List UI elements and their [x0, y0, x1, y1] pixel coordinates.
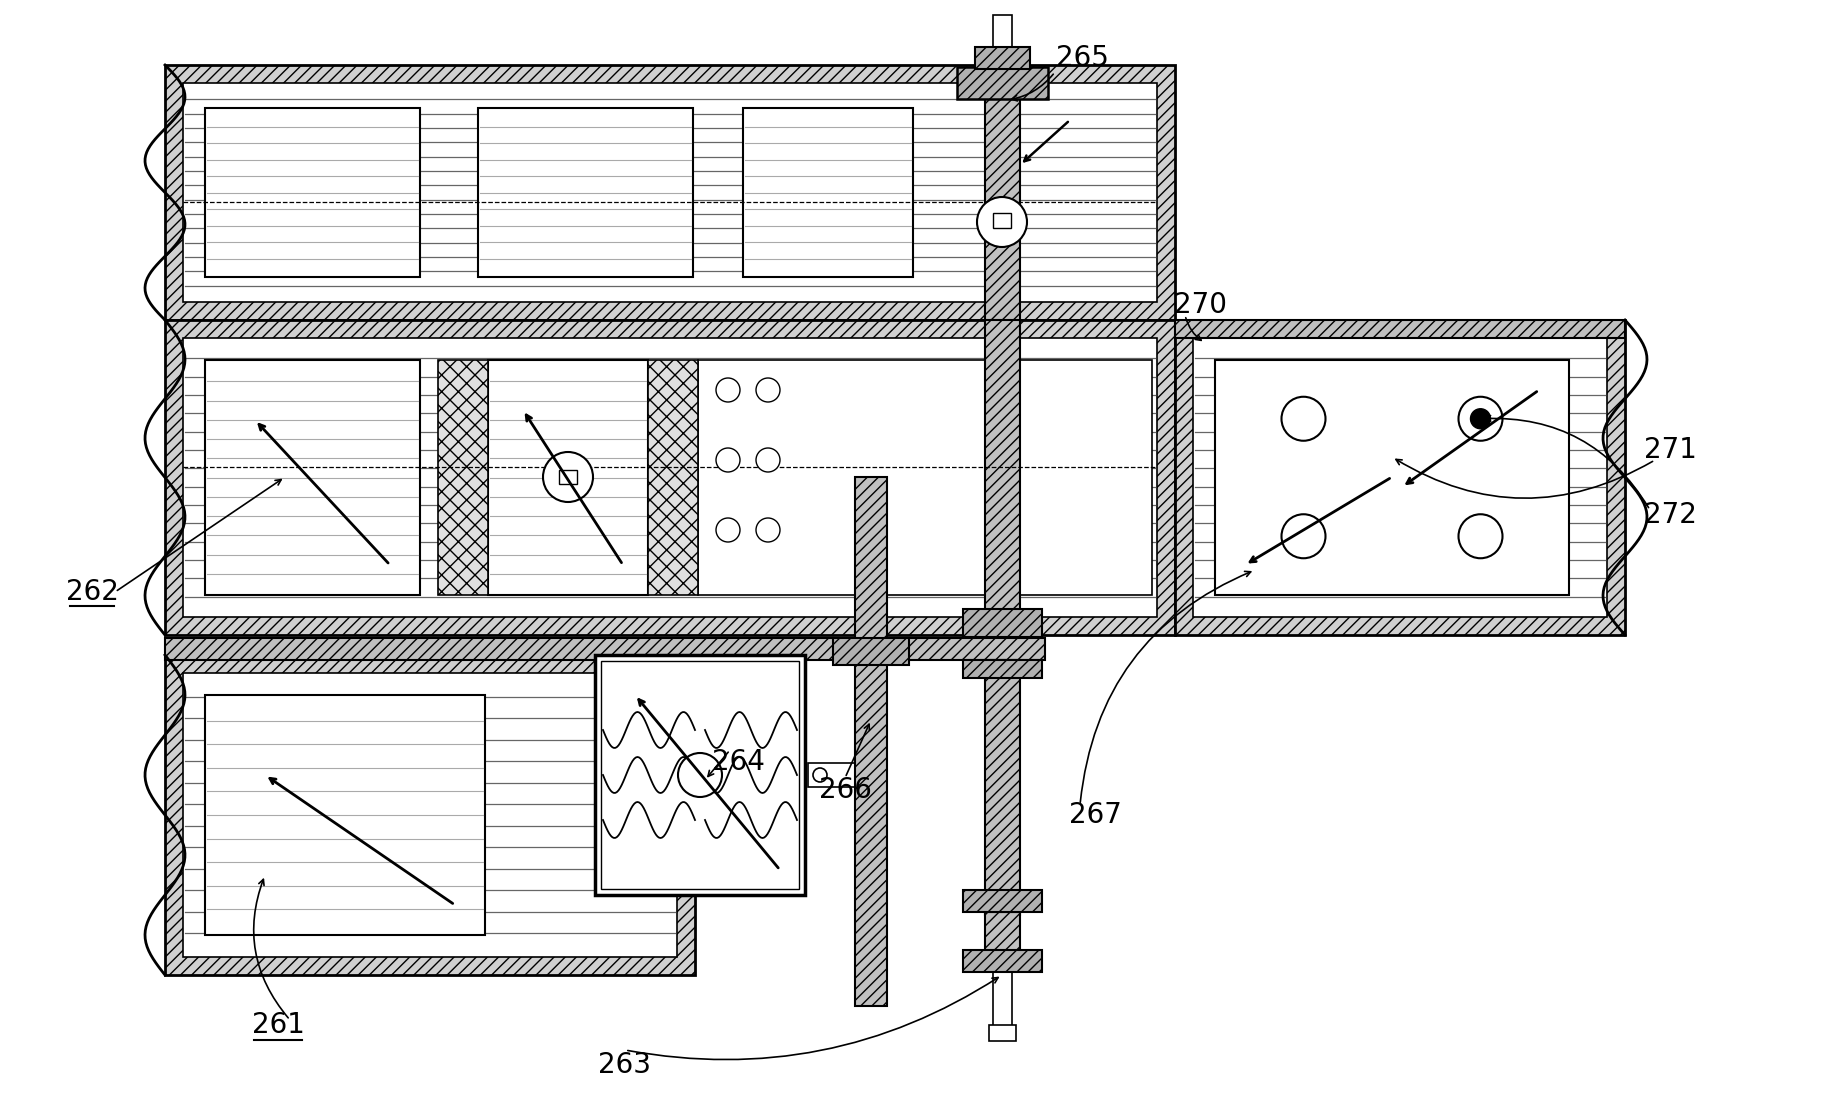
Bar — [205, 360, 420, 595]
Text: 262: 262 — [66, 578, 119, 605]
Text: 264: 264 — [712, 748, 765, 776]
Circle shape — [1282, 397, 1326, 440]
Bar — [992, 972, 1012, 1027]
Circle shape — [543, 452, 592, 502]
Bar — [809, 763, 864, 787]
Bar — [992, 213, 1011, 227]
Bar — [602, 661, 800, 889]
Text: 263: 263 — [598, 1051, 651, 1079]
Bar — [963, 890, 1042, 912]
Bar — [699, 360, 1152, 595]
Text: 265: 265 — [1056, 43, 1108, 72]
Circle shape — [756, 378, 779, 403]
Bar — [957, 67, 1047, 99]
Bar — [183, 338, 1157, 617]
Circle shape — [812, 768, 827, 782]
Text: 267: 267 — [1069, 801, 1121, 828]
Circle shape — [978, 197, 1027, 248]
Circle shape — [1282, 514, 1326, 559]
Circle shape — [756, 448, 779, 472]
Circle shape — [1458, 397, 1502, 440]
Bar — [205, 695, 484, 935]
Bar — [488, 360, 647, 595]
Bar — [479, 108, 693, 277]
Bar — [647, 360, 699, 595]
Bar — [165, 655, 695, 975]
Bar — [1214, 360, 1570, 595]
Bar — [205, 108, 420, 277]
Bar — [963, 950, 1042, 972]
Circle shape — [715, 378, 739, 403]
Bar — [833, 638, 910, 665]
Bar — [985, 95, 1020, 322]
Circle shape — [756, 518, 779, 542]
Bar — [743, 108, 913, 277]
Bar — [963, 660, 1042, 678]
Bar — [438, 360, 488, 595]
Bar — [183, 673, 677, 957]
Bar — [1176, 320, 1625, 338]
Bar — [976, 47, 1031, 69]
Bar — [1192, 338, 1607, 617]
Bar — [963, 609, 1042, 637]
Bar — [989, 1025, 1016, 1041]
Bar — [855, 477, 888, 1006]
Text: 261: 261 — [251, 1011, 304, 1039]
Circle shape — [1458, 514, 1502, 559]
Bar — [183, 83, 1157, 302]
Bar — [559, 471, 578, 484]
Text: 271: 271 — [1643, 436, 1696, 464]
Text: 272: 272 — [1643, 501, 1696, 529]
Bar — [594, 655, 805, 895]
Bar — [165, 320, 1176, 636]
Circle shape — [715, 448, 739, 472]
Bar — [992, 14, 1012, 65]
Text: 270: 270 — [1174, 291, 1227, 319]
Circle shape — [1471, 409, 1491, 429]
Bar — [985, 320, 1020, 636]
Bar — [985, 660, 1020, 915]
Bar — [165, 65, 1176, 320]
Bar — [985, 912, 1020, 952]
Bar — [1176, 320, 1625, 636]
Text: 266: 266 — [818, 776, 871, 804]
Bar — [165, 638, 1045, 660]
Circle shape — [715, 518, 739, 542]
Circle shape — [679, 753, 723, 797]
